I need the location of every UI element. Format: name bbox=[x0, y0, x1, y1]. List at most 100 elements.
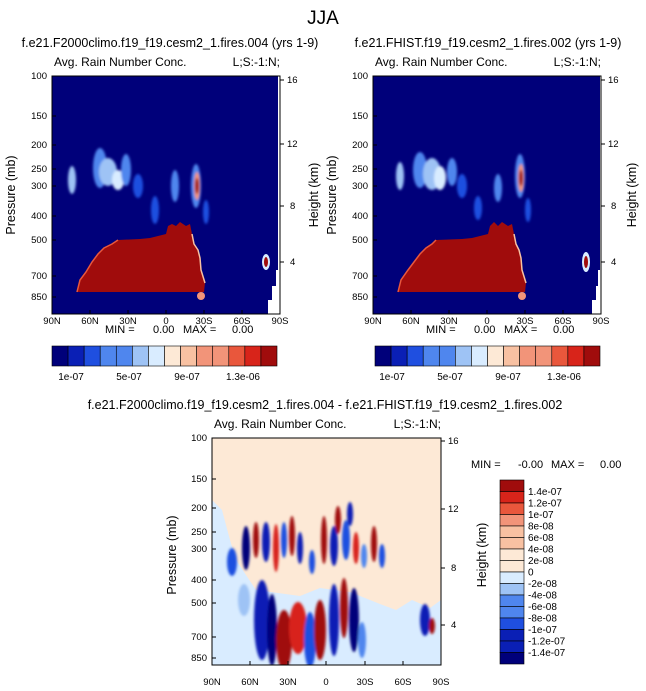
colorbar-cell bbox=[487, 345, 504, 367]
colorbar-label: -4e-08 bbox=[528, 591, 557, 602]
colorbar-label: 9e-07 bbox=[174, 372, 200, 383]
colorbar-label: -2e-08 bbox=[528, 579, 557, 590]
y-tick-label: 250 bbox=[31, 164, 47, 175]
x-tick-label: 60N bbox=[402, 316, 420, 327]
colorbar-cell bbox=[551, 345, 569, 367]
colorbar-cell bbox=[83, 345, 101, 367]
panel-left-ylabel: Pressure (mb) bbox=[4, 155, 18, 234]
colorbar-cell bbox=[180, 345, 197, 367]
colorbar-label: 1.4e-07 bbox=[528, 487, 562, 498]
colorbar-cell bbox=[438, 345, 456, 367]
x-tick-label: 60S bbox=[555, 316, 572, 327]
y-tick-label: 300 bbox=[191, 544, 207, 555]
x-tick-label: 90N bbox=[364, 316, 382, 327]
colorbar-cells bbox=[51, 345, 278, 367]
panel-left: f.e21.F2000climo.f19_f19.cesm2_1.fires.0… bbox=[4, 36, 321, 383]
colorbar-cell bbox=[499, 571, 525, 584]
max-value: 0.00 bbox=[553, 324, 574, 336]
colorbar-cell bbox=[164, 345, 181, 367]
panel-left-y-ticks-right: 16 12 8 4 bbox=[280, 75, 298, 268]
colorbar-cell bbox=[244, 345, 262, 367]
colorbar-label: -1e-07 bbox=[528, 625, 557, 636]
height-tick-label: 16 bbox=[448, 436, 459, 447]
panel-left-y-ticks: 100 150 200 250 300 400 500 700 850 bbox=[31, 71, 56, 303]
colorbar-cells bbox=[499, 479, 525, 665]
colorbar-label: 6e-08 bbox=[528, 533, 554, 544]
panel-right: f.e21.FHIST.f19_f19.cesm2_1.fires.002 (y… bbox=[325, 36, 639, 383]
x-tick-label: 30N bbox=[279, 677, 297, 688]
height-tick-label: 4 bbox=[290, 257, 295, 268]
height-tick-label: 16 bbox=[287, 75, 298, 86]
colorbar-cell bbox=[51, 345, 69, 367]
panel-diff-y-ticks-right: 16 12 8 4 bbox=[441, 436, 459, 631]
panel-left-ylabel-right: Height (km) bbox=[307, 163, 321, 228]
x-tick-label: 90S bbox=[272, 316, 289, 327]
height-tick-label: 4 bbox=[451, 620, 456, 631]
y-tick-label: 150 bbox=[352, 111, 368, 122]
panel-right-x-ticks: 90N 60N 30N 0 30S 60S 90S bbox=[364, 310, 609, 327]
colorbar-cell bbox=[583, 345, 601, 367]
panel-diff-y-ticks: 100 150 200 250 300 400 500 700 850 bbox=[191, 433, 216, 664]
panel-right-subtitle-right: L;S:-1:N; bbox=[554, 55, 601, 69]
x-tick-label: 90N bbox=[43, 316, 61, 327]
x-tick-label: 30N bbox=[440, 316, 458, 327]
colorbar-cell bbox=[499, 640, 525, 653]
x-tick-label: 30S bbox=[357, 677, 374, 688]
colorbar-labels: 1.4e-071.2e-071e-078e-086e-084e-082e-080… bbox=[528, 487, 566, 659]
max-value: 0.00 bbox=[232, 324, 253, 336]
colorbar-cell bbox=[499, 560, 525, 573]
y-tick-label: 500 bbox=[352, 235, 368, 246]
colorbar-cell bbox=[422, 345, 440, 367]
height-tick-label: 8 bbox=[290, 201, 295, 212]
y-tick-label: 850 bbox=[352, 292, 368, 303]
colorbar-label: 4e-08 bbox=[528, 545, 554, 556]
panel-right-ylabel-right: Height (km) bbox=[625, 163, 639, 228]
y-tick-label: 200 bbox=[352, 140, 368, 151]
panel-diff-colorbar: 1.4e-071.2e-071e-078e-086e-084e-082e-080… bbox=[499, 479, 566, 665]
colorbar-cell bbox=[212, 345, 230, 367]
y-tick-label: 400 bbox=[352, 211, 368, 222]
colorbar-cell bbox=[196, 345, 214, 367]
panel-diff-ylabel: Pressure (mb) bbox=[165, 515, 179, 594]
colorbar-label: 9e-07 bbox=[495, 372, 521, 383]
y-tick-label: 200 bbox=[31, 140, 47, 151]
colorbar-cell bbox=[132, 345, 149, 367]
colorbar-label: -1.4e-07 bbox=[528, 648, 566, 659]
colorbar-cell bbox=[228, 345, 246, 367]
figure-title: JJA bbox=[307, 8, 339, 29]
panel-left-subtitle: Avg. Rain Number Conc. bbox=[54, 55, 187, 69]
y-tick-label: 100 bbox=[191, 433, 207, 444]
colorbar-cell bbox=[148, 345, 165, 367]
colorbar-label: 5e-07 bbox=[116, 372, 142, 383]
height-tick-label: 8 bbox=[451, 563, 456, 574]
panel-right-y-ticks-right: 16 12 8 4 bbox=[601, 75, 619, 268]
panel-diff-title: f.e21.F2000climo.f19_f19.cesm2_1.fires.0… bbox=[88, 398, 563, 412]
colorbar-label: -8e-08 bbox=[528, 614, 557, 625]
panel-diff-x-ticks: 90N 60N 30N 0 30S 60S 90S bbox=[203, 661, 449, 688]
panel-left-field bbox=[52, 76, 280, 314]
max-label: MAX = bbox=[551, 459, 584, 471]
height-tick-label: 4 bbox=[611, 257, 616, 268]
colorbar-cell bbox=[503, 345, 520, 367]
colorbar-cell bbox=[499, 594, 525, 607]
panel-right-y-ticks: 100 150 200 250 300 400 500 700 850 bbox=[352, 71, 377, 303]
colorbar-cell bbox=[455, 345, 472, 367]
x-tick-label: 60S bbox=[234, 316, 251, 327]
height-tick-label: 12 bbox=[448, 504, 459, 515]
x-tick-label: 0 bbox=[484, 316, 489, 327]
y-tick-label: 700 bbox=[191, 632, 207, 643]
x-tick-label: 60N bbox=[81, 316, 99, 327]
colorbar-cell bbox=[67, 345, 85, 367]
colorbar-cell bbox=[390, 345, 408, 367]
colorbar-label: 2e-08 bbox=[528, 556, 554, 567]
panel-left-subtitle-right: L;S:-1:N; bbox=[233, 55, 280, 69]
y-tick-label: 300 bbox=[352, 181, 368, 192]
colorbar-cell bbox=[535, 345, 553, 367]
max-label: MAX = bbox=[504, 324, 537, 336]
colorbar-label: -1.2e-07 bbox=[528, 637, 566, 648]
y-tick-label: 150 bbox=[31, 111, 47, 122]
min-label: MIN = bbox=[105, 324, 135, 336]
colorbar-cell bbox=[406, 345, 424, 367]
colorbar-cell bbox=[519, 345, 537, 367]
